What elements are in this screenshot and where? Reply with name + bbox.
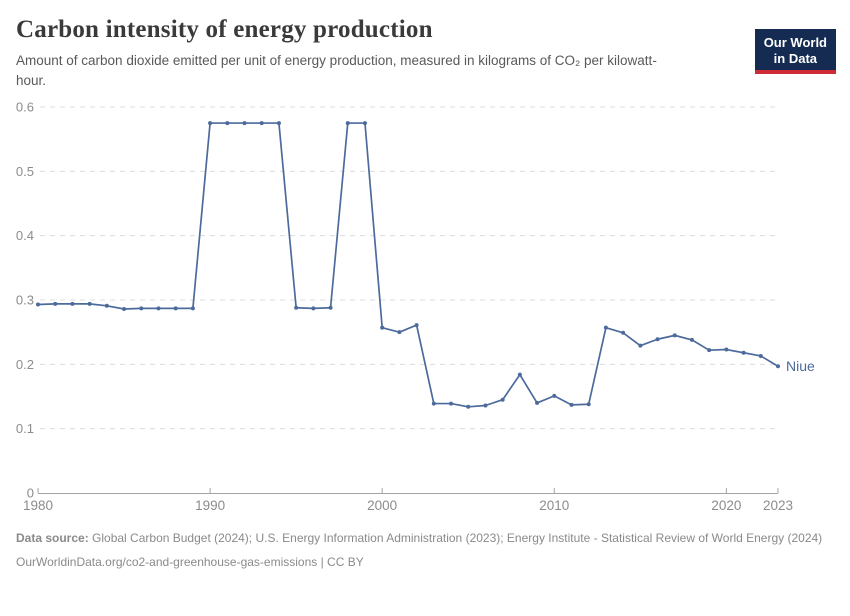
y-tick-label: 0.3 [16, 293, 34, 308]
data-point [552, 393, 557, 398]
data-point [776, 364, 780, 369]
data-point [380, 325, 385, 330]
line-chart[interactable]: 0 0.1 0.2 0.3 0.4 0.5 0.6 1980 1990 2000 2010 2020 2… [16, 92, 834, 524]
data-point [87, 301, 92, 306]
data-point [603, 325, 608, 330]
data-point [638, 343, 643, 348]
data-point [535, 401, 540, 406]
data-point [758, 354, 763, 359]
x-tick-label: 1990 [195, 498, 225, 513]
x-tick-label: 2023 [763, 498, 793, 513]
data-point [36, 302, 40, 307]
x-tick-label: 1980 [23, 498, 53, 513]
data-point [190, 306, 195, 311]
data-point [449, 401, 454, 406]
y-tick-label: 0.1 [16, 421, 34, 436]
data-source-line: Data source: Global Carbon Budget (2024)… [16, 530, 834, 547]
data-point [276, 121, 281, 126]
data-point [242, 121, 247, 126]
data-point [466, 404, 471, 409]
series-end-label: Niue [786, 358, 815, 374]
chart-page: Our World in Data Carbon intensity of en… [0, 16, 850, 571]
data-point [414, 323, 419, 328]
y-tick-label: 0.5 [16, 164, 34, 179]
data-point [311, 306, 316, 311]
y-tick-label: 0.4 [16, 228, 34, 243]
data-point [70, 301, 75, 306]
data-point [500, 397, 505, 402]
data-point [586, 402, 591, 407]
owid-logo: Our World in Data [754, 29, 836, 75]
data-point [483, 403, 488, 408]
data-point [328, 305, 333, 310]
data-point [741, 350, 746, 355]
page-title: Carbon intensity of energy production [16, 16, 433, 43]
data-point [397, 330, 402, 335]
chart-subtitle: Amount of carbon dioxide emitted per uni… [16, 53, 657, 88]
data-point [621, 330, 626, 335]
data-point [173, 306, 178, 311]
chart-footer: Data source: Global Carbon Budget (2024)… [16, 530, 834, 571]
data-point [122, 307, 127, 312]
data-point [517, 372, 522, 377]
owid-logo-line1: Our World [763, 35, 827, 50]
data-point [345, 121, 350, 126]
data-point [689, 338, 694, 343]
data-point [156, 306, 161, 311]
data-point [724, 347, 729, 352]
x-tick-label: 2010 [539, 498, 569, 513]
data-point [569, 402, 574, 407]
data-point [362, 121, 367, 126]
data-point [259, 121, 264, 126]
data-point [431, 401, 436, 406]
data-point [104, 303, 109, 308]
data-point [655, 337, 660, 342]
data-point [53, 301, 58, 306]
y-tick-label: 0.2 [16, 357, 34, 372]
y-tick-label: 0.6 [16, 100, 34, 115]
owid-logo-line2: in Data [773, 50, 818, 66]
citation-line: OurWorldinData.org/co2-and-greenhouse-ga… [16, 554, 364, 569]
data-point [672, 333, 677, 338]
data-point [139, 306, 144, 311]
data-source-text: Global Carbon Budget (2024); U.S. Energy… [88, 531, 823, 546]
data-point [294, 305, 299, 310]
y-tick-label: 0 [27, 486, 34, 501]
x-tick-label: 2000 [367, 498, 397, 513]
data-point [208, 121, 213, 126]
data-source-label: Data source: [16, 531, 89, 546]
data-point [225, 121, 230, 126]
series-line [37, 122, 779, 408]
data-point [707, 348, 712, 353]
x-tick-label: 2020 [711, 498, 741, 513]
